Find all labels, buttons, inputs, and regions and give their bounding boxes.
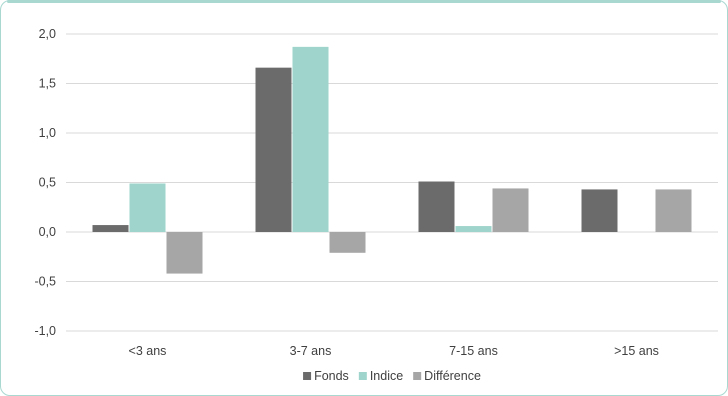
legend-label: Fonds	[314, 369, 349, 383]
bar-fonds-0	[92, 225, 129, 232]
x-tick-label: >15 ans	[614, 344, 659, 358]
y-tick-label: 1,5	[39, 77, 56, 91]
bar-diff-rence-0	[166, 232, 203, 274]
legend-swatch-fonds	[303, 372, 312, 380]
y-tick-label: 0,0	[39, 225, 56, 239]
x-axis: <3 ans 3-7 ans 7-15 ans >15 ans	[129, 344, 659, 358]
x-tick-label: 3-7 ans	[290, 344, 332, 358]
bar-indice-0	[129, 183, 166, 232]
bar-fonds-3	[581, 189, 618, 232]
legend-label: Indice	[370, 369, 403, 383]
bar-fonds-2	[418, 181, 455, 232]
y-tick-label: -0,5	[34, 275, 56, 289]
bar-diff-rence-1	[329, 232, 366, 253]
y-tick-label: -1,0	[34, 324, 56, 338]
y-axis: 2,0 1,5 1,0 0,5 0,0 -0,5 -1,0	[34, 27, 56, 338]
legend: Fonds Indice Différence	[303, 369, 481, 383]
x-tick-label: 7-15 ans	[449, 344, 498, 358]
legend-swatch-indice	[358, 372, 367, 380]
bar-diff-rence-2	[492, 188, 529, 232]
bar-indice-1	[292, 46, 329, 233]
y-tick-label: 1,0	[39, 126, 56, 140]
gridlines	[66, 33, 718, 332]
bars	[92, 46, 692, 274]
legend-swatch-diff-rence	[413, 372, 422, 380]
x-tick-label: <3 ans	[129, 344, 167, 358]
bar-diff-rence-3	[655, 189, 692, 232]
bar-indice-2	[455, 226, 492, 232]
y-tick-label: 0,5	[39, 176, 56, 190]
bar-fonds-1	[255, 67, 292, 232]
y-tick-label: 2,0	[39, 27, 56, 41]
legend-label: Différence	[424, 369, 481, 383]
